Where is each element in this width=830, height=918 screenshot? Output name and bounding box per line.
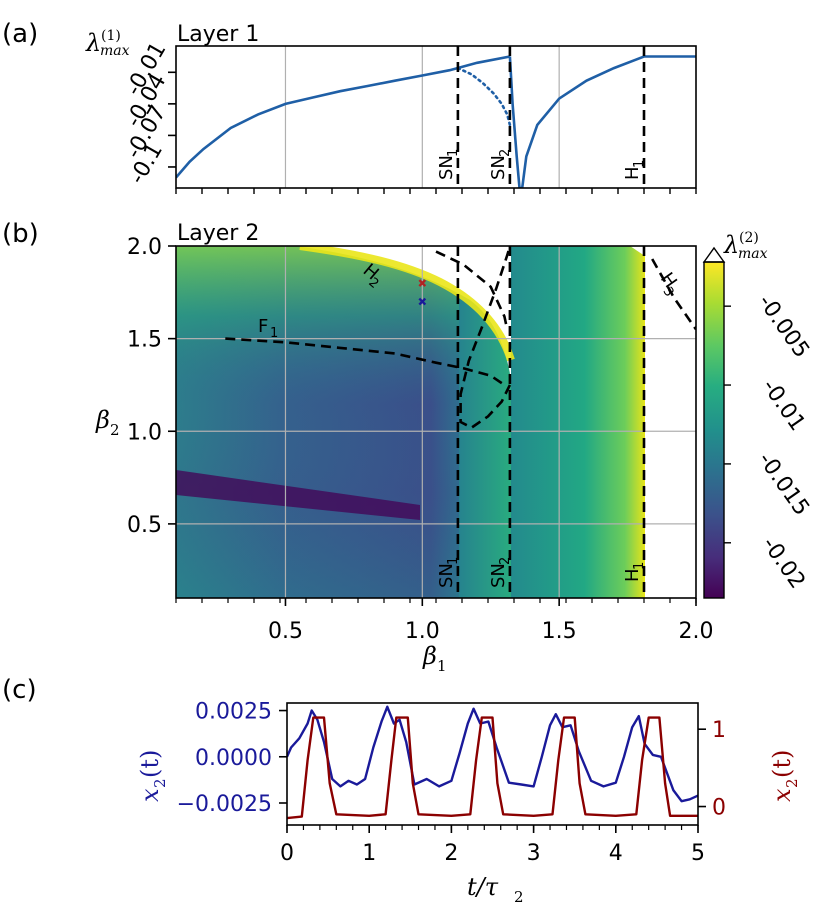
c-right-ytick-label: 0: [712, 796, 726, 821]
colorbar-gradient: [704, 262, 724, 598]
b-label-h1-text: H: [622, 568, 643, 582]
time-sub: 2: [514, 888, 524, 906]
x2-right-axis-label: x 2 (t): [768, 750, 801, 802]
c-xtick-label: 3: [527, 841, 541, 866]
panel-label-a: (a): [2, 19, 38, 49]
lambda1-symbol: λ: [85, 29, 101, 57]
b-xtick-label: 1.0: [405, 619, 440, 644]
c-series-right: [287, 716, 698, 820]
a-series-solid: [176, 55, 511, 179]
c-xtick-label: 1: [362, 841, 376, 866]
panel-label-c: (c): [2, 675, 37, 705]
layer2-title: Layer 2: [177, 221, 259, 246]
b-label-sn2-sub: 2: [498, 557, 513, 565]
b-label-h1-sub: 1: [632, 562, 647, 570]
lambda2-symbol: λ: [723, 231, 739, 259]
c-left-ytick-label: 0.0025: [195, 700, 272, 725]
lambda1-sup: (1): [101, 28, 121, 44]
a-series-dotted: [456, 66, 512, 127]
b-marker-red-x: [418, 279, 427, 287]
cbar-tick-label: -0.015: [753, 448, 814, 520]
time-symbol: t/τ: [467, 873, 499, 901]
x2-left-symbol: x: [136, 788, 164, 802]
cbar-tick-label: -0.01: [757, 375, 810, 436]
c-series-left: [287, 705, 698, 803]
b-curve-H3: [651, 258, 696, 331]
x2-right-sub: 2: [783, 778, 801, 788]
x2-left-axis-label: x 2 (t): [136, 750, 169, 802]
cbar-tick-label: -0.005: [753, 290, 814, 362]
c-xtick-label: 0: [280, 841, 294, 866]
a-label-sn2: SN2: [488, 149, 513, 180]
beta1-symbol: β: [422, 642, 437, 670]
b-label-f1-sub: 1: [270, 326, 278, 341]
a-label-sn1: SN1: [436, 149, 461, 180]
beta2-sub: 2: [110, 421, 120, 439]
b-ytick-label: 0.5: [127, 513, 162, 538]
c-xtick-label: 2: [444, 841, 458, 866]
lambda1-axis-label: λ (1) max: [85, 28, 130, 59]
beta1-axis-label: β 1: [422, 642, 447, 675]
layer1-title: Layer 1: [177, 22, 259, 47]
b-label-h1: H1: [622, 562, 647, 582]
lambda2-sub: max: [738, 246, 768, 262]
b-ytick-label: 1.0: [127, 420, 162, 445]
b-label-sn1-sub: 1: [446, 557, 461, 565]
lambda2-axis-label: λ (2) max: [723, 230, 768, 262]
c-xtick-label: 4: [609, 841, 623, 866]
b-curve-F1: [225, 337, 506, 386]
a-label-sn2-sub: 2: [498, 149, 513, 157]
a-label-sn2-text: SN: [488, 155, 509, 180]
beta2-symbol: β: [95, 406, 110, 434]
b-label-sn1-text: SN: [436, 563, 457, 588]
b-label-sn2: SN2: [488, 557, 513, 588]
cbar-tick-label: -0.02: [757, 533, 810, 594]
colorbar: -0.005 -0.01 -0.015 -0.02 λ (2) max: [702, 230, 814, 599]
a-label-sn1-sub: 1: [446, 149, 461, 157]
beta1-sub: 1: [437, 657, 447, 675]
b-ytick-label: 1.5: [127, 328, 162, 353]
lambda2-sup: (2): [739, 230, 759, 246]
panel-c-frame: [286, 702, 699, 826]
beta2-axis-label: β 2: [95, 406, 120, 439]
b-ytick-label: 2.0: [127, 235, 162, 260]
b-label-sn1: SN1: [436, 557, 461, 588]
a-label-h1: H1: [622, 160, 647, 180]
x2-left-sub: 2: [151, 778, 169, 788]
b-marker-blue-x: [418, 297, 427, 306]
b-label-f1-text: F: [258, 316, 268, 337]
b-xtick-label: 1.5: [542, 619, 577, 644]
x2-left-arg: (t): [136, 750, 164, 778]
c-left-ytick-label: 0.0000: [195, 746, 272, 771]
x2-right-arg: (t): [768, 750, 796, 778]
panel-label-b: (b): [2, 219, 39, 249]
b-label-sn2-text: SN: [488, 563, 509, 588]
b-curve-loop: [459, 246, 512, 430]
x2-right-symbol: x: [768, 788, 796, 802]
a-series-solid: [508, 55, 696, 188]
a-label-h1-text: H: [622, 166, 643, 180]
colorbar-extend-triangle: [702, 246, 726, 263]
b-curve-H2: [435, 250, 509, 330]
b-xtick-label: 0.5: [268, 619, 303, 644]
a-label-h1-sub: 1: [632, 160, 647, 168]
c-right-ytick-label: 1: [712, 718, 726, 743]
a-label-sn1-text: SN: [436, 155, 457, 180]
c-left-ytick-label: −0.0025: [177, 792, 272, 817]
time-axis-label: t/τ 2: [467, 873, 524, 906]
lambda1-sub: max: [100, 43, 130, 59]
panel-c-plot: 0 1 2 3 4 5 0.0025 0.0000 −0.0025 1 0: [177, 700, 726, 866]
heatmap-field: [176, 246, 696, 598]
b-xtick-label: 2.0: [679, 619, 714, 644]
c-xtick-label: 5: [691, 841, 705, 866]
